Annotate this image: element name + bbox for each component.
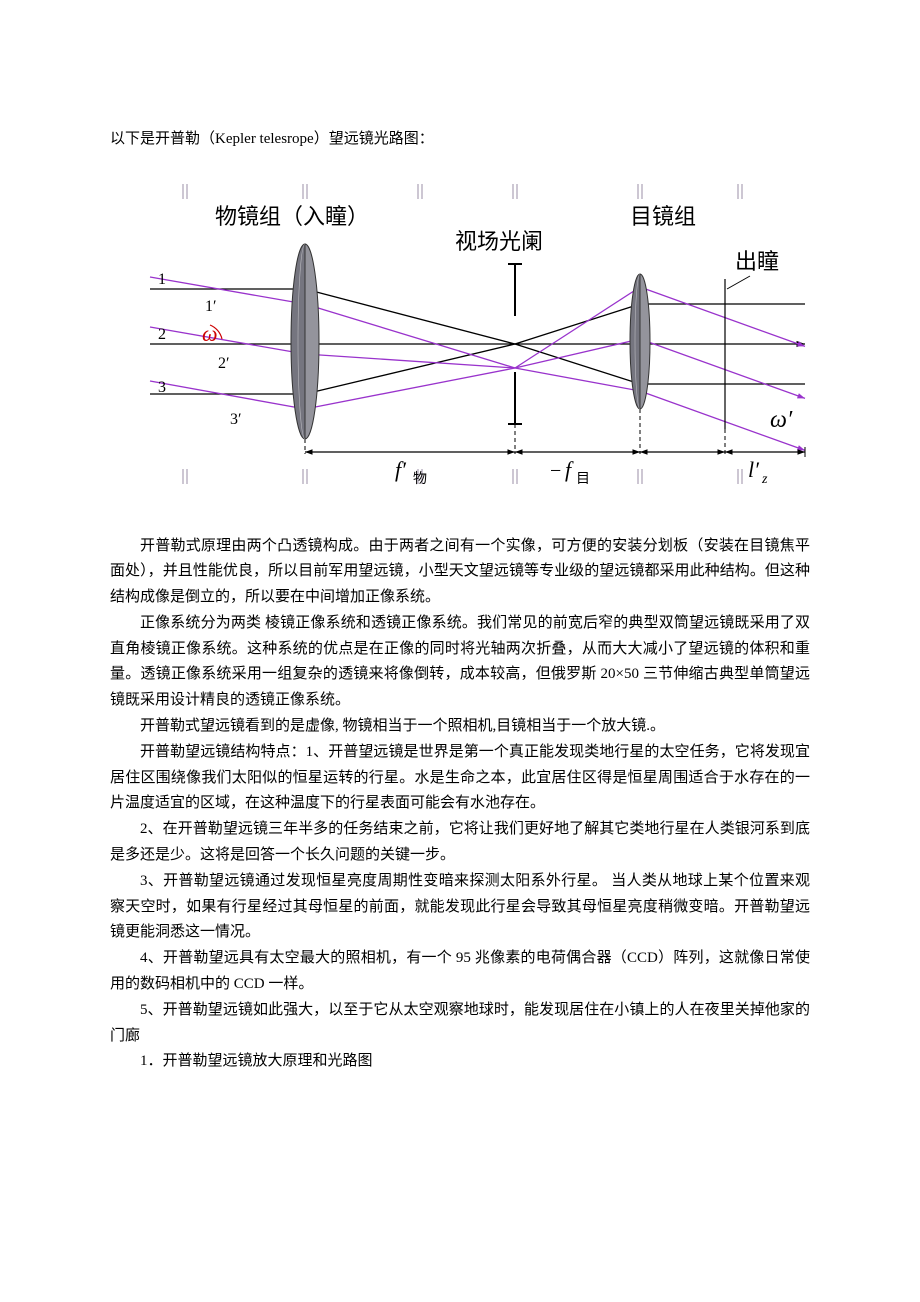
svg-text:2′: 2′ <box>218 355 230 372</box>
paragraph-8: 5、开普勒望远镜如此强大，以至于它从太空观察地球时，能发现居住在小镇上的人在夜里… <box>110 998 810 1050</box>
paragraph-5: 2、在开普勒望远镜三年半多的任务结束之前，它将让我们更好地了解其它类地行星在人类… <box>110 817 810 869</box>
svg-text:视场光阑: 视场光阑 <box>455 229 543 254</box>
paragraph-4: 开普勒望远镜结构特点：1、开普望远镜是世界是第一个真正能发现类地行星的太空任务，… <box>110 740 810 817</box>
svg-text:f′: f′ <box>395 457 407 482</box>
svg-text:目: 目 <box>576 472 590 487</box>
svg-text:2: 2 <box>158 326 166 343</box>
svg-text:ω′: ω′ <box>770 407 793 433</box>
svg-text:1′: 1′ <box>205 298 217 315</box>
svg-text:3′: 3′ <box>230 411 242 428</box>
svg-text:ω: ω <box>202 321 218 346</box>
svg-text:出瞳: 出瞳 <box>735 249 779 274</box>
svg-text:l′: l′ <box>748 457 760 482</box>
paragraph-1: 开普勒式原理由两个凸透镜构成。由于两者之间有一个实像，可方便的安装分划板（安装在… <box>110 534 810 611</box>
svg-text:物: 物 <box>413 471 427 487</box>
paragraph-7: 4、开普勒望远具有太空最大的照相机，有一个 95 兆像素的电荷偶合器（CCD）阵… <box>110 946 810 998</box>
paragraph-2: 正像系统分为两类 棱镜正像系统和透镜正像系统。我们常见的前宽后窄的典型双筒望远镜… <box>110 611 810 714</box>
paragraph-3: 开普勒式望远镜看到的是虚像, 物镜相当于一个照相机,目镜相当于一个放大镜.。 <box>110 714 810 740</box>
svg-text:1: 1 <box>158 271 166 288</box>
paragraph-6: 3、开普勒望远镜通过发现恒星亮度周期性变暗来探测太阳系外行星。 当人类从地球上某… <box>110 869 810 946</box>
optical-diagram: 物镜组（入瞳） 视场光阑 目镜组出瞳 1 1′ 2 2′ 3 3′ ω ω′ f′ 物 −f目 l′z <box>110 169 810 499</box>
svg-text:物镜组（入瞳）: 物镜组（入瞳） <box>215 204 369 229</box>
svg-text:z: z <box>761 472 768 487</box>
svg-text:f: f <box>565 457 574 482</box>
intro-text: 以下是开普勒（Kepler telesrope）望远镜光路图： <box>110 128 810 151</box>
svg-text:−: − <box>550 460 561 482</box>
svg-text:3: 3 <box>158 379 166 396</box>
paragraph-9: 1．开普勒望远镜放大原理和光路图 <box>110 1049 810 1075</box>
svg-text:目镜组: 目镜组 <box>630 204 696 229</box>
